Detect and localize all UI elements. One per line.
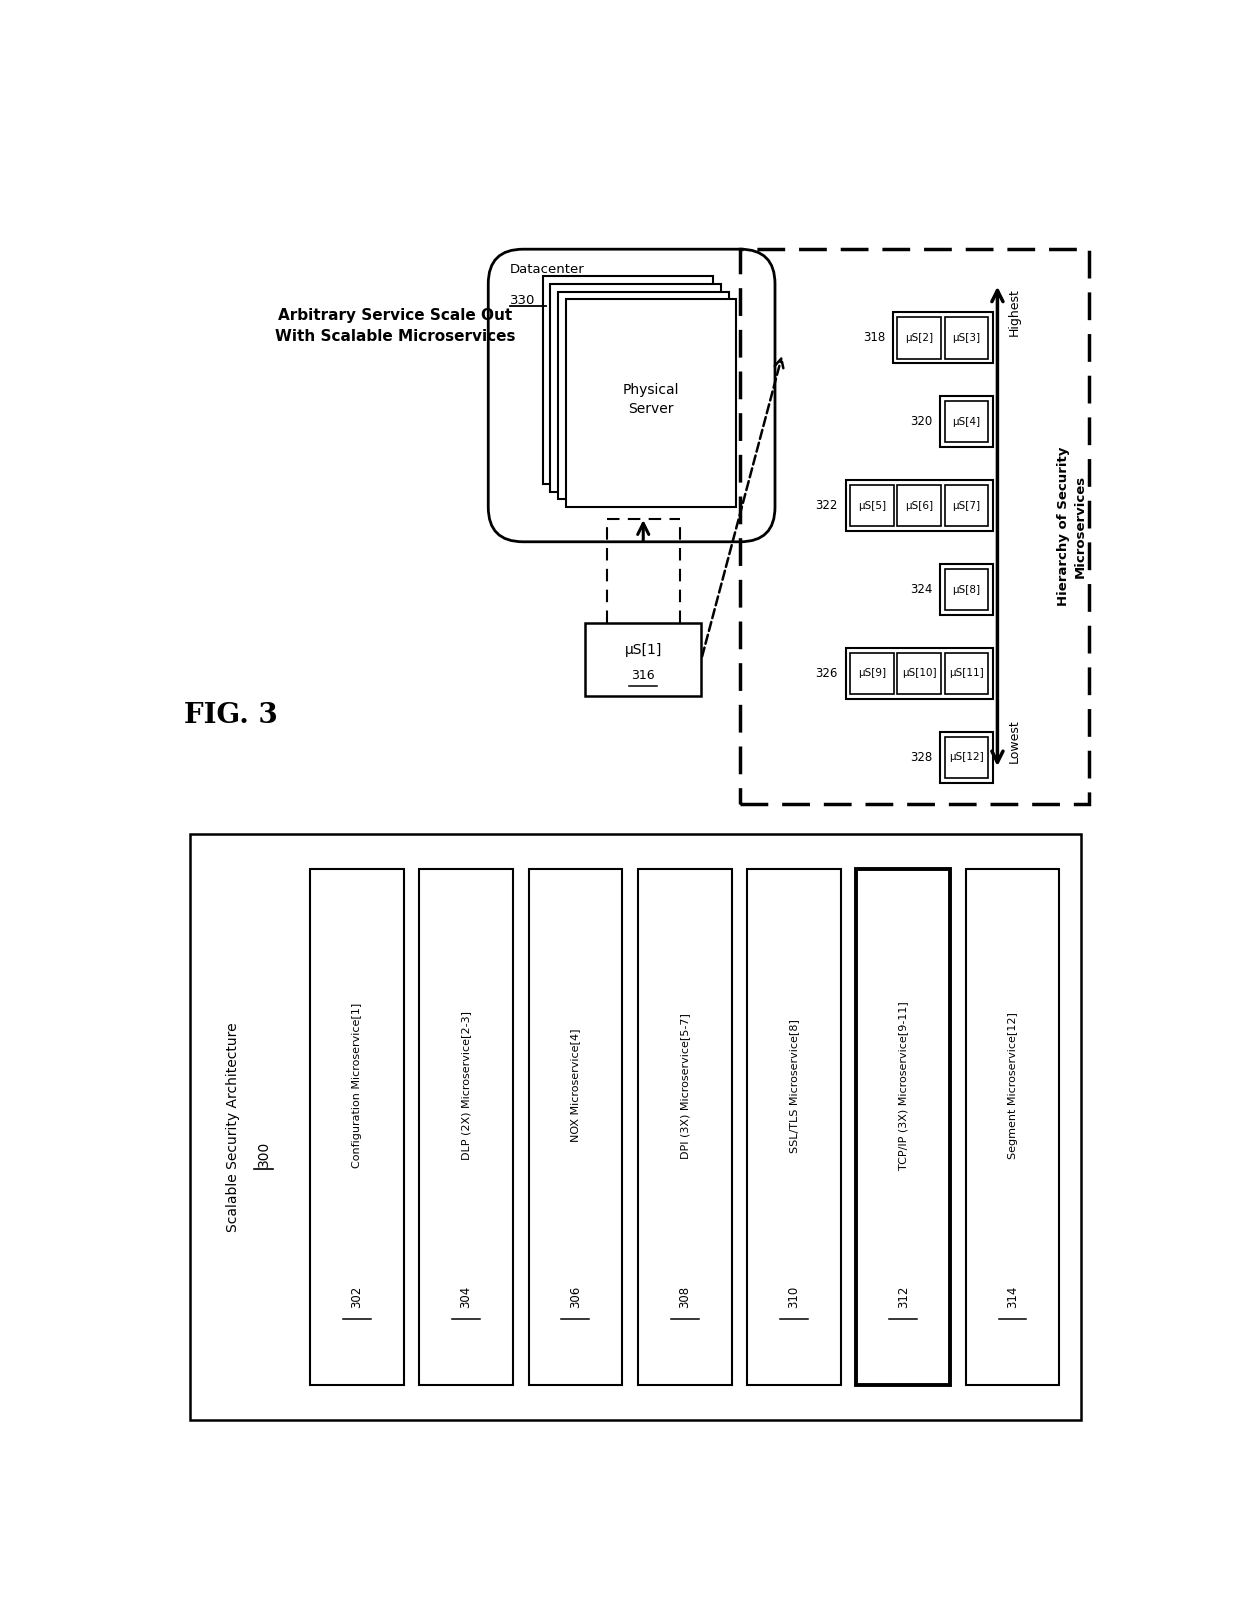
Text: 326: 326 bbox=[816, 666, 838, 679]
Text: NOX Microservice[4]: NOX Microservice[4] bbox=[570, 1029, 580, 1143]
Bar bbox=[851, 485, 894, 527]
Text: 314: 314 bbox=[1006, 1285, 1019, 1308]
Text: μS[12]: μS[12] bbox=[949, 752, 983, 762]
Text: Hierarchy of Security
Microservices: Hierarchy of Security Microservices bbox=[1056, 447, 1086, 606]
Bar bbox=[945, 485, 988, 527]
Text: DPI (3X) Microservice[5-7]: DPI (3X) Microservice[5-7] bbox=[680, 1013, 689, 1159]
Text: 310: 310 bbox=[787, 1285, 801, 1308]
Bar bbox=[940, 564, 993, 614]
Text: TCP/IP (3X) Microservice[9-11]: TCP/IP (3X) Microservice[9-11] bbox=[898, 1002, 908, 1170]
Text: Arbitrary Service Scale Out
With Scalable Microservices: Arbitrary Service Scale Out With Scalabl… bbox=[275, 308, 516, 344]
Text: 302: 302 bbox=[351, 1285, 363, 1308]
Text: 324: 324 bbox=[910, 584, 932, 597]
Bar bbox=[893, 313, 993, 363]
Text: Physical
Server: Physical Server bbox=[622, 383, 680, 417]
Bar bbox=[851, 653, 894, 694]
Text: μS[9]: μS[9] bbox=[858, 668, 885, 679]
Text: μS[11]: μS[11] bbox=[949, 668, 983, 679]
Text: 328: 328 bbox=[910, 751, 932, 763]
Text: 316: 316 bbox=[631, 669, 655, 682]
Text: μS[2]: μS[2] bbox=[905, 332, 934, 342]
Bar bbox=[898, 485, 941, 527]
Bar bbox=[940, 733, 993, 783]
Text: μS[5]: μS[5] bbox=[858, 501, 885, 511]
Text: 300: 300 bbox=[257, 1141, 270, 1167]
Text: μS[4]: μS[4] bbox=[952, 417, 981, 426]
Bar bbox=[543, 276, 713, 485]
Bar bbox=[898, 653, 941, 694]
Bar bbox=[190, 835, 1081, 1420]
Bar bbox=[945, 569, 988, 611]
Text: μS[3]: μS[3] bbox=[952, 332, 981, 342]
Text: μS[6]: μS[6] bbox=[905, 501, 934, 511]
Text: μS[7]: μS[7] bbox=[952, 501, 981, 511]
Text: FIG. 3: FIG. 3 bbox=[185, 702, 278, 728]
Text: 320: 320 bbox=[910, 415, 932, 428]
Bar bbox=[940, 396, 993, 447]
Bar bbox=[310, 869, 404, 1384]
Bar bbox=[558, 292, 729, 499]
Text: μS[1]: μS[1] bbox=[625, 642, 662, 657]
Bar bbox=[898, 318, 941, 358]
Bar bbox=[637, 869, 732, 1384]
Bar bbox=[585, 622, 702, 695]
Bar bbox=[857, 869, 950, 1384]
Text: 306: 306 bbox=[569, 1285, 582, 1308]
Text: Datacenter: Datacenter bbox=[510, 263, 585, 276]
Text: Configuration Microservice[1]: Configuration Microservice[1] bbox=[352, 1003, 362, 1169]
Text: 322: 322 bbox=[816, 499, 838, 512]
Text: μS[10]: μS[10] bbox=[901, 668, 936, 679]
Bar bbox=[565, 300, 737, 507]
Text: Scalable Security Architecture: Scalable Security Architecture bbox=[226, 1023, 239, 1232]
Bar bbox=[945, 736, 988, 778]
Text: DLP (2X) Microservice[2-3]: DLP (2X) Microservice[2-3] bbox=[461, 1012, 471, 1161]
Text: 312: 312 bbox=[897, 1285, 910, 1308]
Text: 308: 308 bbox=[678, 1285, 691, 1308]
Text: SSL/TLS Microservice[8]: SSL/TLS Microservice[8] bbox=[789, 1018, 799, 1153]
Text: Highest: Highest bbox=[1008, 287, 1021, 336]
Bar bbox=[846, 480, 993, 532]
Text: 304: 304 bbox=[460, 1285, 472, 1308]
Bar bbox=[551, 284, 720, 491]
Bar bbox=[846, 648, 993, 699]
Text: μS[8]: μS[8] bbox=[952, 585, 981, 595]
Text: 318: 318 bbox=[863, 331, 885, 344]
Bar bbox=[528, 869, 622, 1384]
Bar bbox=[966, 869, 1059, 1384]
Bar bbox=[419, 869, 513, 1384]
Bar bbox=[945, 653, 988, 694]
Text: Segment Microservice[12]: Segment Microservice[12] bbox=[1008, 1012, 1018, 1159]
Bar bbox=[945, 318, 988, 358]
Text: 330: 330 bbox=[510, 293, 536, 306]
Bar bbox=[746, 869, 841, 1384]
Text: Lowest: Lowest bbox=[1008, 718, 1021, 762]
Bar bbox=[945, 400, 988, 443]
FancyBboxPatch shape bbox=[489, 250, 775, 541]
